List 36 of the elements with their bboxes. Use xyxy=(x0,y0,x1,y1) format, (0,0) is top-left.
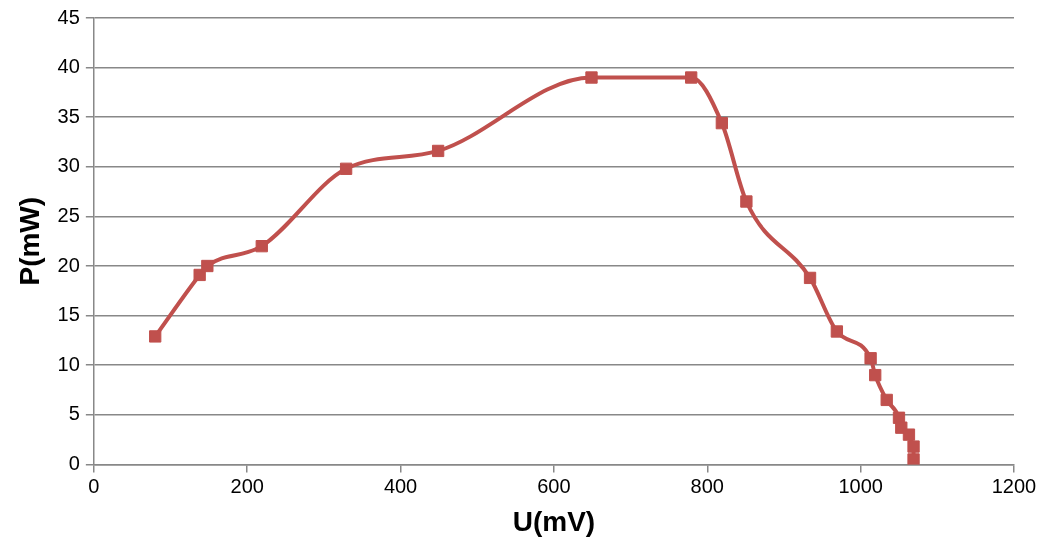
x-axis-title: U(mV) xyxy=(512,505,596,537)
point xyxy=(907,440,920,453)
point xyxy=(902,428,916,441)
point xyxy=(864,352,877,365)
point xyxy=(740,195,753,208)
point xyxy=(907,453,920,465)
y-tick-label: 40 xyxy=(57,55,80,78)
point xyxy=(685,71,698,84)
y-tick-label: 10 xyxy=(57,352,80,375)
x-tick-label: 200 xyxy=(230,474,264,497)
x-tick-label: 0 xyxy=(88,474,100,497)
y-tick-label: 5 xyxy=(68,402,80,425)
point xyxy=(830,325,844,338)
y-tick-label: 35 xyxy=(57,104,80,127)
point xyxy=(255,240,268,253)
point xyxy=(431,144,445,158)
x-tick-label: 800 xyxy=(690,474,724,497)
x-tick-label: 1200 xyxy=(991,474,1037,497)
point xyxy=(585,71,598,84)
point xyxy=(339,162,353,175)
y-tick-label: 20 xyxy=(57,253,80,276)
y-axis-title: P(mW) xyxy=(13,196,45,286)
y-tick-label: 25 xyxy=(57,203,80,226)
x-tick-label: 400 xyxy=(383,474,418,497)
point xyxy=(880,393,893,407)
point xyxy=(803,271,817,285)
y-tick-label: 30 xyxy=(57,154,80,177)
point xyxy=(149,330,162,343)
point xyxy=(869,368,882,382)
point xyxy=(201,259,214,273)
y-tick-label: 45 xyxy=(57,5,80,28)
y-tick-label: 15 xyxy=(57,303,80,326)
point xyxy=(715,117,729,130)
x-tick-label: 1000 xyxy=(838,474,883,497)
y-tick-label: 0 xyxy=(68,451,80,474)
x-tick-label: 600 xyxy=(537,474,571,497)
